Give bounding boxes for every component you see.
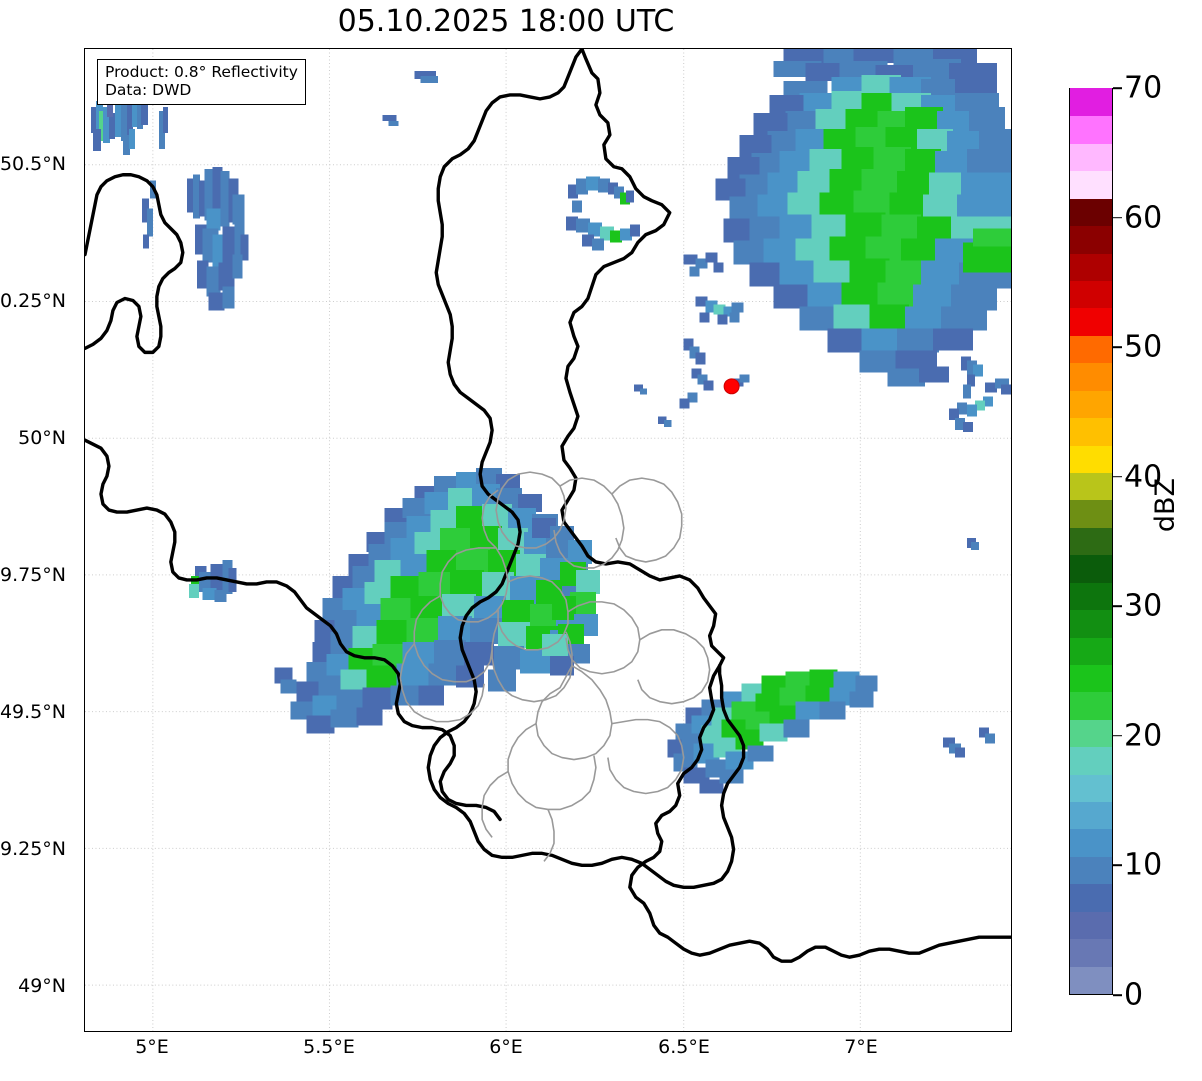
colorbar-tick-mark: [1113, 864, 1122, 867]
echo-northeast-large-cell: [715, 49, 1011, 387]
colorbar-segment: [1070, 582, 1112, 611]
y-axis-tick-labels: 50.5°N 50.25°N 50°N 49.75°N 49.5°N 49.25…: [0, 48, 76, 1032]
ytick-label: 50.25°N: [0, 290, 66, 312]
colorbar-tick-mark: [1113, 605, 1122, 608]
ytick-label: 50.5°N: [0, 153, 66, 175]
colorbar-segment: [1070, 965, 1112, 994]
colorbar-segment: [1070, 115, 1112, 144]
xtick-label: 6°E: [489, 1036, 523, 1058]
ytick-label: 49.25°N: [0, 838, 66, 860]
echo-northwest-streaks: [90, 90, 168, 155]
map-canvas: [85, 49, 1011, 1031]
figure-title: 05.10.2025 18:00 UTC: [337, 4, 675, 39]
colorbar-tick-mark: [1113, 475, 1122, 478]
colorbar-tick-mark: [1113, 994, 1122, 996]
colorbar-tick-label: 60: [1124, 200, 1163, 236]
ytick-label: 49.5°N: [0, 701, 66, 723]
colorbar-segment: [1070, 664, 1112, 693]
colorbar-segment: [1070, 691, 1112, 720]
colorbar-segment: [1070, 938, 1112, 967]
colorbar-segment: [1070, 609, 1112, 638]
xtick-label: 6.5°E: [658, 1036, 710, 1058]
echo-north-scatter: [633, 252, 750, 428]
map-plot-area: Product: 0.8° Reflectivity Data: DWD: [84, 48, 1012, 1032]
ytick-label: 50°N: [18, 427, 66, 449]
echo-north-central-arc: [565, 176, 640, 251]
colorbar-segment: [1070, 444, 1112, 473]
colorbar-segment: [1070, 225, 1112, 254]
colorbar-segment: [1070, 198, 1112, 227]
echo-east-scatter: [941, 320, 1011, 758]
colorbar-tick-label: 10: [1124, 847, 1163, 883]
colorbar: [1069, 88, 1113, 995]
colorbar-segment: [1070, 417, 1112, 446]
colorbar-segment: [1070, 472, 1112, 501]
colorbar-tick-label: 20: [1124, 718, 1163, 754]
grid-lines: [85, 49, 1011, 1031]
colorbar-axis-label: dBZ: [1150, 478, 1181, 533]
echo-northwest-cluster: [141, 166, 249, 311]
x-axis-tick-labels: 5°E 5.5°E 6°E 6.5°E 7°E: [84, 1036, 1012, 1076]
colorbar-tick-mark: [1113, 346, 1122, 348]
xtick-label: 7°E: [844, 1036, 878, 1058]
colorbar-segment: [1070, 390, 1112, 419]
echo-southeast-band: [667, 669, 878, 794]
colorbar-segment: [1070, 719, 1112, 748]
colorbar-segment: [1070, 911, 1112, 940]
colorbar-tick-label: 70: [1124, 70, 1163, 106]
colorbar-tick-label: 0: [1124, 977, 1144, 1013]
xtick-label: 5°E: [135, 1036, 169, 1058]
colorbar-segment: [1070, 143, 1112, 172]
colorbar-segment: [1070, 554, 1112, 583]
colorbar-tick-label: 30: [1124, 588, 1163, 624]
radar-site-marker: [723, 378, 740, 395]
luxembourg-canton-boundaries: [399, 471, 711, 862]
colorbar-segment: [1070, 636, 1112, 665]
country-borders: [85, 49, 1011, 963]
colorbar-tick-label: 50: [1124, 329, 1163, 365]
radar-reflectivity-echoes: [90, 49, 1011, 794]
colorbar-segment: [1070, 774, 1112, 803]
colorbar-segment: [1070, 801, 1112, 830]
colorbar-tick-mark: [1113, 735, 1122, 737]
colorbar-segment: [1070, 362, 1112, 391]
colorbar-tick-mark: [1113, 87, 1122, 89]
ytick-label: 49.75°N: [0, 564, 66, 586]
colorbar-segment: [1070, 335, 1112, 364]
colorbar-segment: [1070, 746, 1112, 775]
ytick-label: 49°N: [18, 975, 66, 997]
echo-top-center-streaks: [382, 62, 810, 126]
colorbar-tick-mark: [1113, 216, 1122, 219]
xtick-label: 5.5°E: [303, 1036, 355, 1058]
colorbar-segment: [1070, 88, 1112, 117]
product-line: Product: 0.8° Reflectivity: [105, 63, 298, 81]
product-info-box: Product: 0.8° Reflectivity Data: DWD: [97, 59, 306, 105]
colorbar-segment: [1070, 170, 1112, 199]
colorbar-segment: [1070, 252, 1112, 281]
colorbar-segment: [1070, 883, 1112, 912]
colorbar-ticks: 70 60 50 40 30 20 10 0: [1113, 71, 1201, 1013]
colorbar-tick-label: 40: [1124, 459, 1163, 495]
colorbar-segment: [1070, 828, 1112, 857]
colorbar-segment: [1070, 499, 1112, 528]
data-source-line: Data: DWD: [105, 81, 192, 100]
colorbar-segment: [1070, 280, 1112, 309]
colorbar-segment: [1070, 527, 1112, 556]
colorbar-segment: [1070, 307, 1112, 336]
colorbar-segment: [1070, 856, 1112, 885]
